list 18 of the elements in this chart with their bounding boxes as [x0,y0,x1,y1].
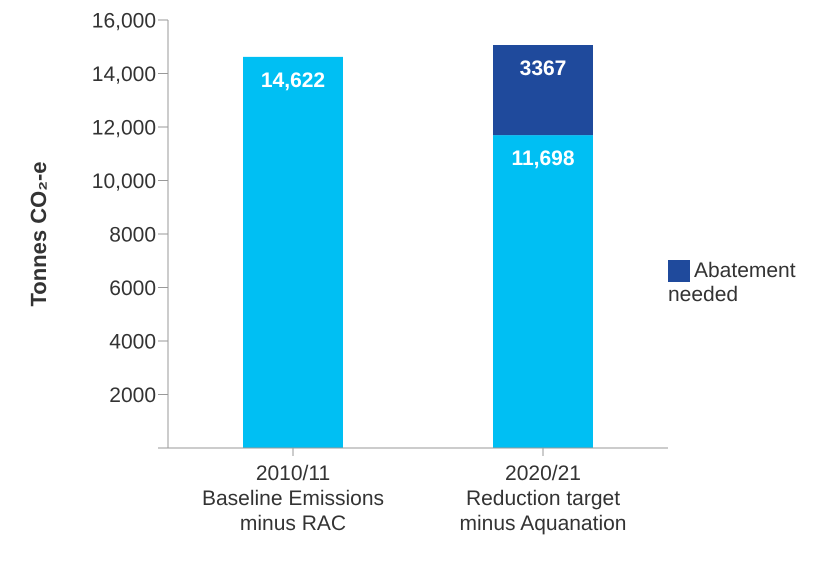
bar [243,56,343,448]
data-label: 11,698 [511,147,575,170]
y-tick-label: 12,000 [92,116,156,140]
y-tick-label: 8000 [109,223,156,246]
y-tick-label: 10,000 [92,170,156,193]
y-tick-label: 16,000 [92,9,156,32]
data-label: 3367 [520,57,566,80]
x-tick-label: 2010/11 Baseline Emissions minus RAC [202,462,384,535]
y-axis-title: Tonnes CO₂-e [26,161,51,307]
x-tick-label: 2020/21 Reduction target minus Aquanation [460,462,626,535]
data-label: 14,622 [260,68,326,92]
bar [493,45,593,136]
y-tick-label: 2000 [109,384,156,407]
y-tick-label: 4000 [109,330,156,354]
y-tick-label: 14,000 [92,62,156,86]
legend-label: Abatement needed [668,259,796,306]
bar [493,135,593,448]
y-tick-label: 6000 [109,276,156,300]
